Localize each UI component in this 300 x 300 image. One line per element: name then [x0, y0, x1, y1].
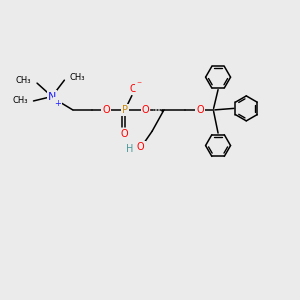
Text: +: +: [54, 98, 61, 107]
Text: O: O: [121, 129, 128, 139]
Text: O: O: [103, 105, 110, 115]
Text: O: O: [129, 84, 137, 94]
Text: P: P: [122, 105, 128, 115]
Text: CH₃: CH₃: [12, 97, 28, 106]
Text: ⁻: ⁻: [136, 80, 141, 90]
Text: O: O: [142, 105, 149, 115]
Text: CH₃: CH₃: [70, 73, 85, 82]
Text: O: O: [137, 142, 145, 152]
Text: CH₃: CH₃: [16, 76, 31, 85]
Text: O: O: [196, 105, 204, 115]
Text: N: N: [48, 92, 56, 101]
Text: H: H: [126, 144, 133, 154]
